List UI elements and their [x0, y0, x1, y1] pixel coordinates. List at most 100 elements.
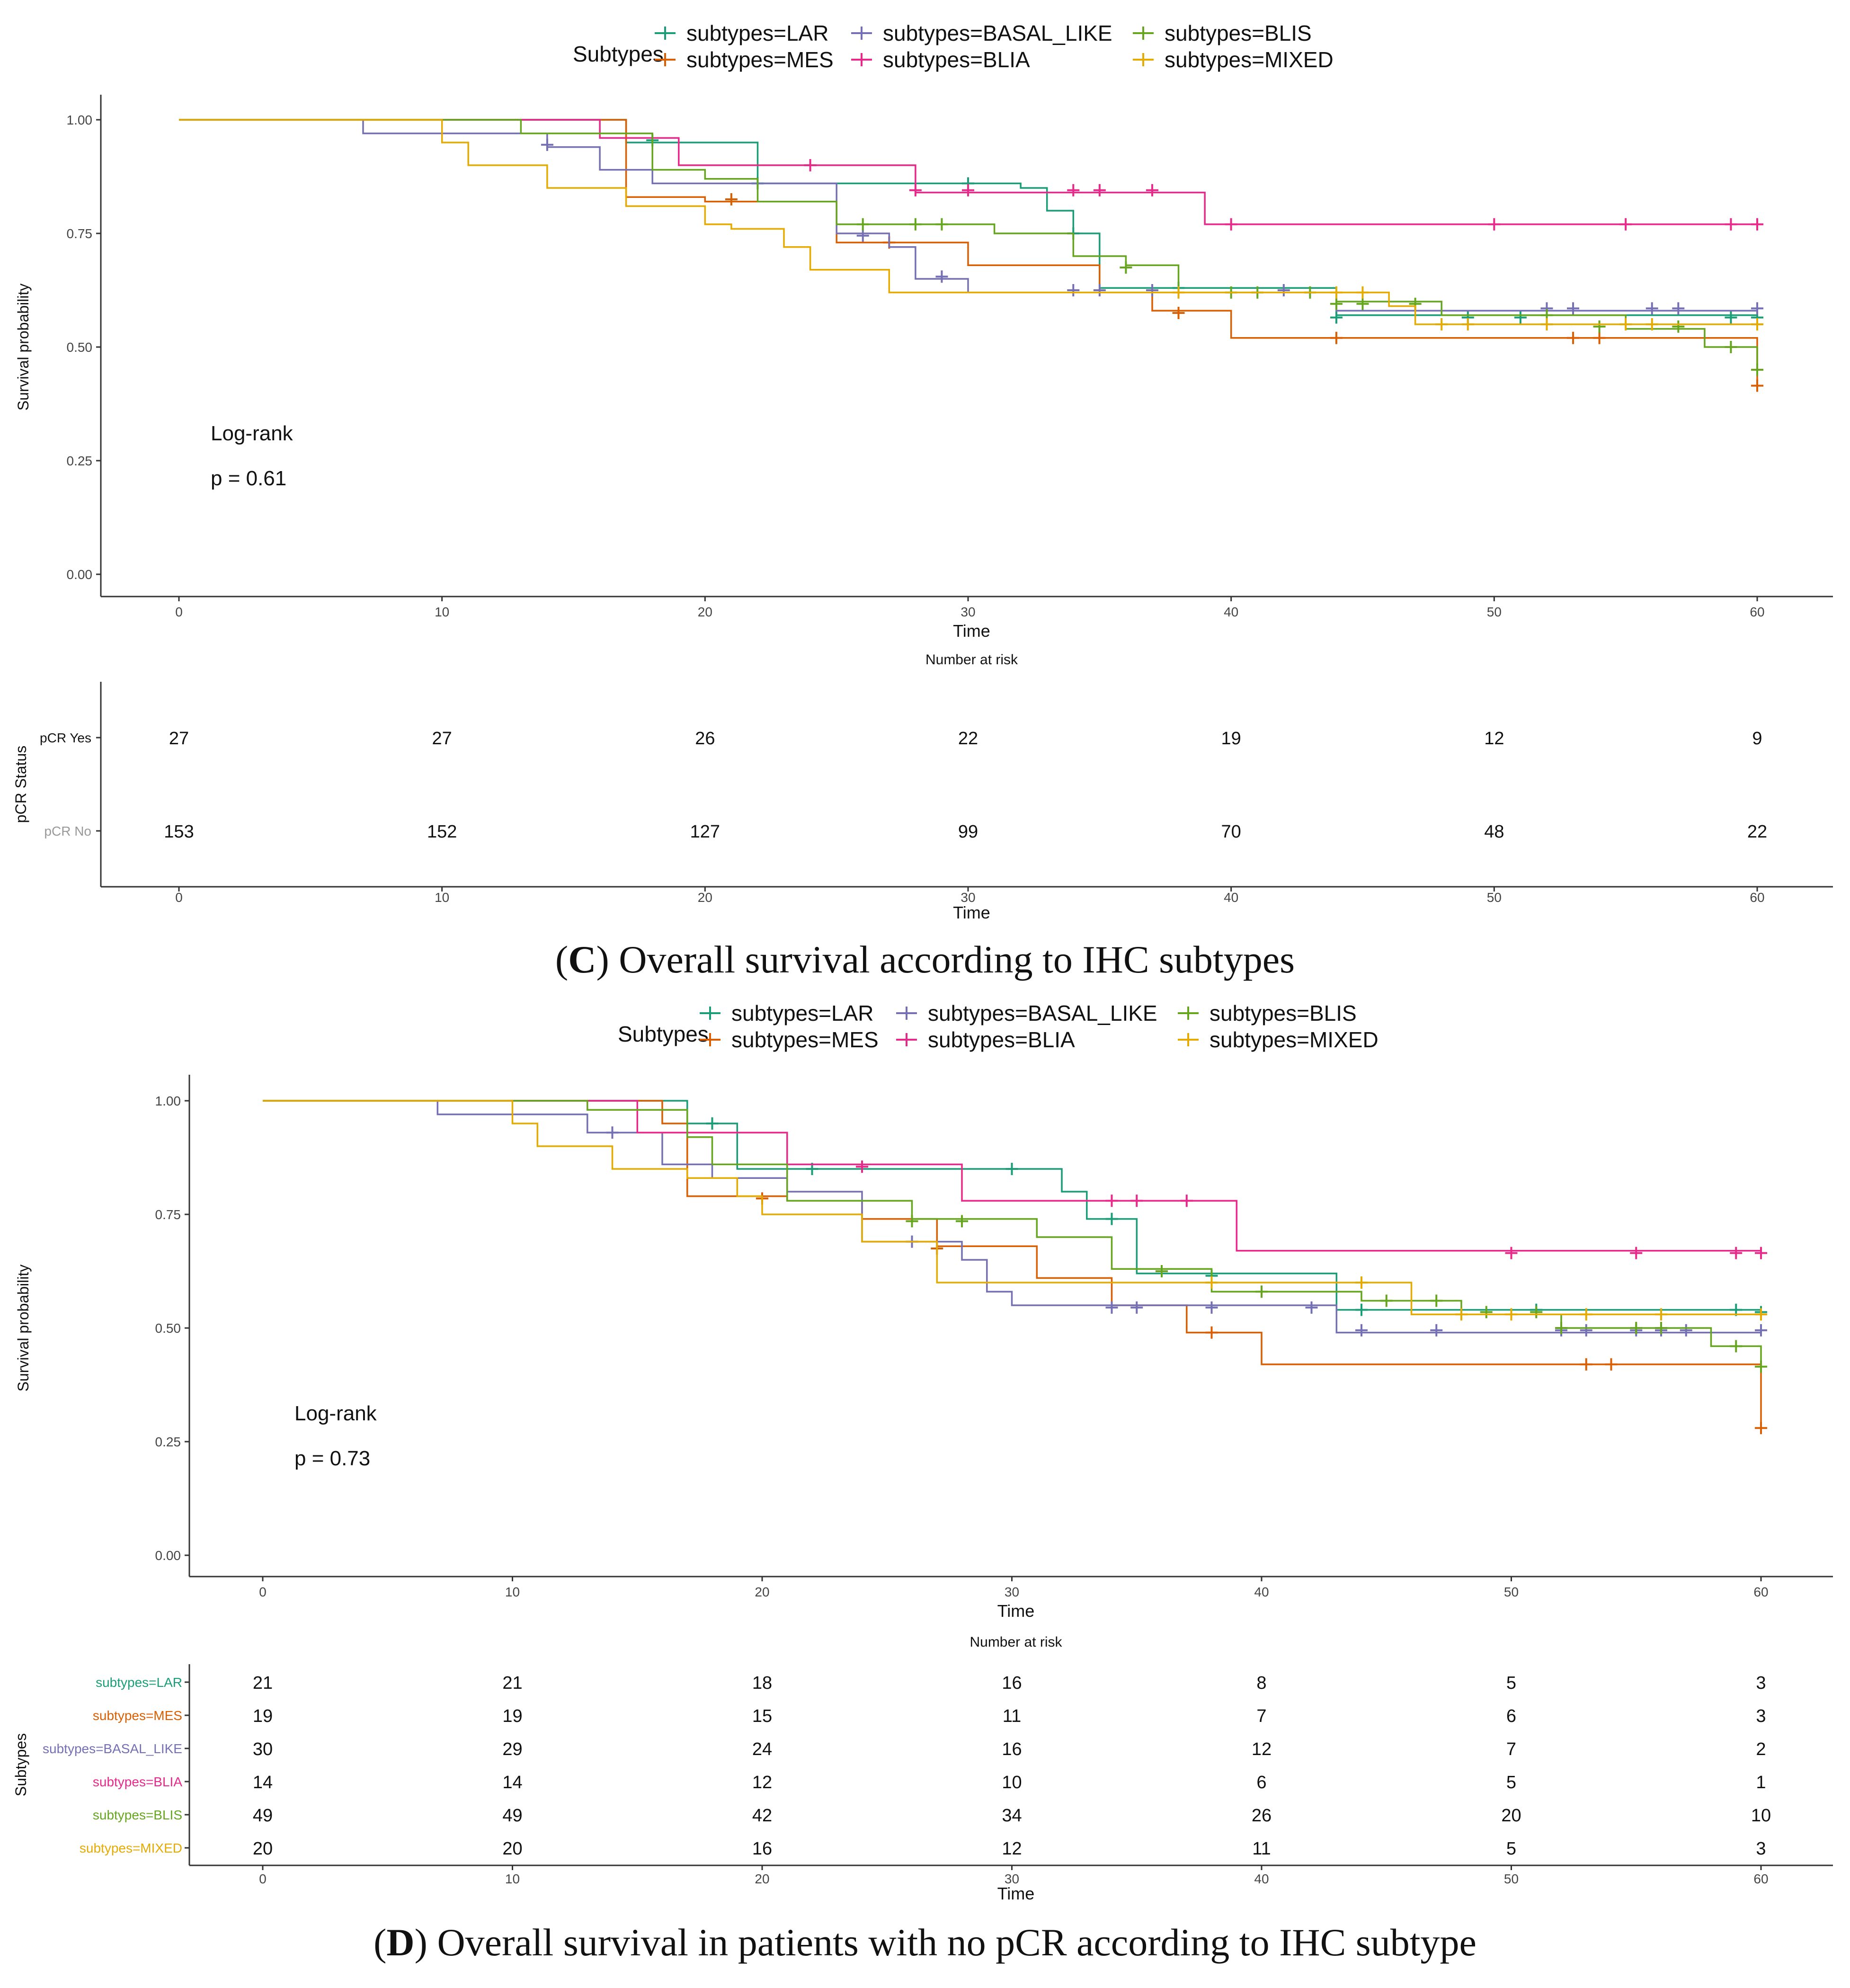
censor-mark — [1655, 1322, 1667, 1334]
risk-count: 26 — [1252, 1806, 1272, 1826]
risk-count: 5 — [1506, 1673, 1516, 1693]
censor-mark — [1430, 1294, 1443, 1307]
series-blia — [263, 1100, 1767, 1259]
y-tick-label: 0.00 — [67, 567, 93, 582]
risk-count: 19 — [253, 1706, 273, 1726]
risk-x-tick-label: 20 — [755, 1872, 769, 1886]
legend-label: subtypes=BLIS — [1210, 1001, 1357, 1025]
survival-curve-mixed — [263, 1100, 1761, 1315]
risk-count: 2 — [1756, 1739, 1766, 1759]
censor-mark — [1105, 1212, 1118, 1225]
censor-mark — [1093, 284, 1106, 296]
censor-mark — [1330, 311, 1343, 324]
censor-mark — [1540, 318, 1553, 330]
risk-count: 16 — [1002, 1673, 1022, 1693]
censor-mark — [909, 184, 922, 196]
risk-table: Number at risk pCR Yes 27 27 26 22 19 12 9 pCR No… — [12, 652, 1833, 922]
risk-row-label: pCR Yes — [40, 731, 91, 745]
censor-mark — [541, 138, 553, 151]
survival-plot: 0.00 0.25 0.50 0.75 1.00 0 10 20 30 40 50 60 Time Sur… — [15, 95, 1833, 641]
censor-mark — [1593, 331, 1606, 344]
risk-row-label: subtypes=MIXED — [80, 1841, 182, 1855]
risk-x-tick-label: 60 — [1750, 890, 1764, 905]
legend-title: Subtypes — [573, 42, 664, 66]
risk-count: 14 — [502, 1773, 522, 1792]
censor-mark — [1067, 184, 1080, 196]
x-tick-label: 60 — [1753, 1585, 1768, 1599]
censor-mark — [1305, 1301, 1318, 1314]
censor-mark — [1567, 302, 1580, 315]
censor-mark — [1435, 318, 1448, 330]
x-tick-label: 40 — [1254, 1585, 1269, 1599]
censor-mark — [1455, 1308, 1468, 1321]
censor-mark — [1461, 318, 1474, 330]
series-lar — [263, 1100, 1767, 1319]
risk-count: 48 — [1484, 822, 1504, 842]
censor-mark — [1480, 1306, 1493, 1319]
risk-count: 26 — [695, 729, 715, 749]
x-axis-label: Time — [953, 621, 990, 641]
risk-count: 18 — [752, 1673, 772, 1693]
legend-label: subtypes=BLIS — [1165, 21, 1312, 45]
legend-label: subtypes=LAR — [686, 21, 828, 45]
risk-count: 5 — [1506, 1839, 1516, 1859]
legend-label: subtypes=BASAL_LIKE — [883, 21, 1112, 45]
censor-mark — [1725, 311, 1737, 324]
censor-mark — [956, 1215, 968, 1228]
censor-mark — [1130, 1195, 1143, 1207]
legend-label: subtypes=MES — [731, 1027, 879, 1052]
censor-mark — [706, 1117, 719, 1130]
risk-x-tick-label: 50 — [1504, 1872, 1519, 1886]
risk-count: 14 — [253, 1773, 273, 1792]
risk-count: 20 — [502, 1839, 522, 1859]
censor-mark — [1105, 1195, 1118, 1207]
censor-mark — [1130, 1301, 1143, 1314]
censor-mark — [1672, 302, 1685, 315]
censor-mark — [1567, 331, 1580, 344]
censor-mark — [1205, 1276, 1218, 1289]
risk-count: 24 — [752, 1739, 772, 1759]
censor-mark — [1580, 1358, 1592, 1371]
risk-x-tick-label: 0 — [259, 1872, 267, 1886]
risk-count: 20 — [1501, 1806, 1521, 1826]
risk-count: 6 — [1256, 1773, 1266, 1792]
risk-count: 3 — [1756, 1839, 1766, 1859]
risk-y-axis-label: pCR Status — [12, 746, 29, 823]
risk-count: 21 — [253, 1673, 273, 1693]
caption-c-letter: C — [568, 938, 596, 981]
censor-mark — [909, 218, 922, 231]
p-value-label: p = 0.61 — [211, 467, 286, 490]
censor-mark — [1355, 1324, 1368, 1337]
legend-key-blis — [1133, 27, 1154, 40]
y-tick-label: 1.00 — [67, 113, 93, 127]
x-tick-label: 40 — [1224, 605, 1238, 619]
x-tick-label: 50 — [1504, 1585, 1519, 1599]
censor-mark — [1005, 1163, 1018, 1175]
caption-d: (D) Overall survival in patients with no… — [374, 1921, 1476, 1964]
censor-mark — [1725, 341, 1737, 353]
risk-count: 6 — [1506, 1706, 1516, 1726]
risk-count: 12 — [1002, 1839, 1022, 1859]
risk-row-label: subtypes=BLIA — [93, 1774, 182, 1789]
caption-c: (C) Overall survival according to IHC su… — [555, 938, 1295, 981]
x-tick-label: 10 — [435, 605, 449, 619]
censor-mark — [935, 270, 948, 283]
risk-count: 152 — [427, 822, 457, 842]
x-tick-label: 60 — [1750, 605, 1764, 619]
risk-count: 10 — [1751, 1806, 1771, 1826]
risk-table-title: Number at risk — [969, 1634, 1062, 1650]
risk-count: 1 — [1756, 1773, 1766, 1792]
legend-key-blia — [896, 1033, 917, 1046]
risk-x-tick-label: 20 — [698, 890, 712, 905]
censor-mark — [1330, 331, 1343, 344]
y-tick-label: 1.00 — [155, 1094, 181, 1108]
x-tick-label: 0 — [175, 605, 183, 619]
y-tick-label: 0.75 — [67, 226, 93, 241]
censor-mark — [1356, 297, 1369, 310]
censor-mark — [1755, 1247, 1767, 1259]
censor-mark — [1120, 261, 1132, 274]
legend-label: subtypes=MIXED — [1165, 47, 1334, 72]
risk-y-axis-label: Subtypes — [12, 1733, 29, 1796]
